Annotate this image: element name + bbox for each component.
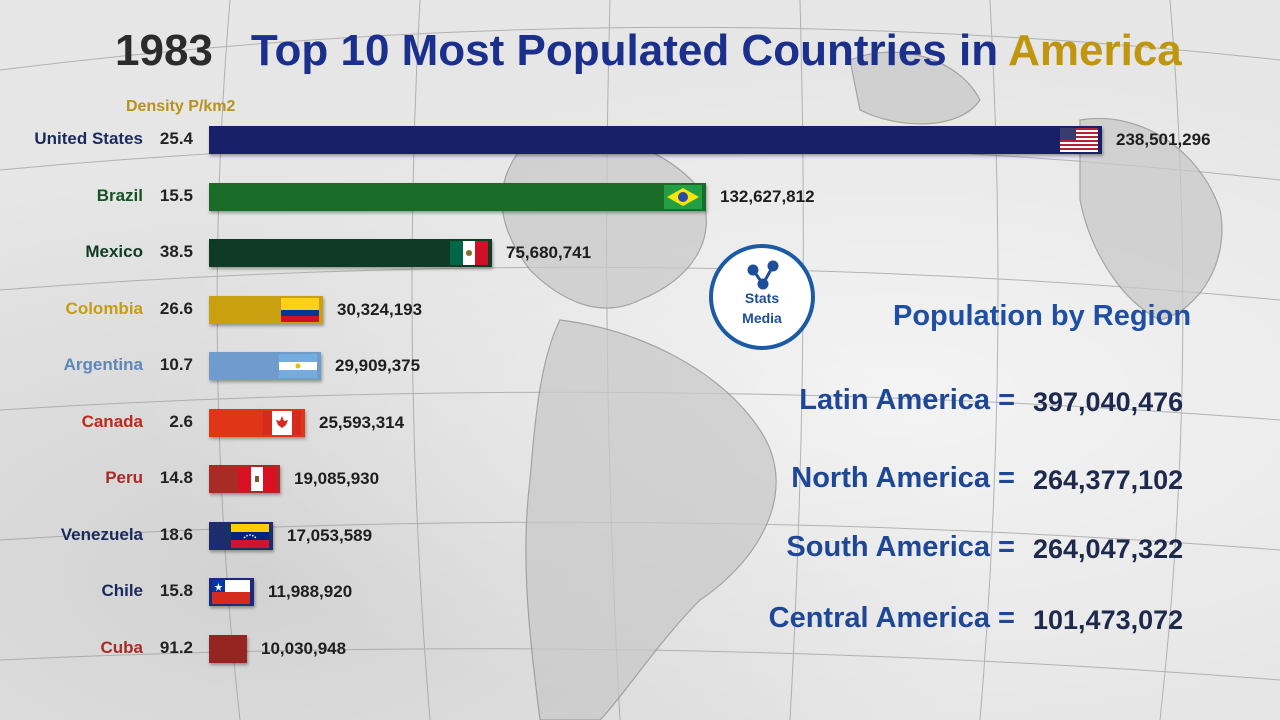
density-value-cuba: 91.2 [159,638,193,657]
country-label-colombia: Colombia [65,299,143,318]
population-value-argentina: 29,909,375 [335,356,421,375]
brazil-flag-icon [664,185,702,209]
venezuela-flag-icon [231,524,269,548]
region-value-south-america: 264,047,322 [1033,534,1184,564]
country-label-venezuela: Venezuela [60,525,143,544]
density-value-peru: 14.8 [159,468,193,487]
density-value-mexico: 38.5 [159,242,193,261]
bar-united-states [209,126,1102,154]
density-value-united-states: 25.4 [159,129,193,148]
region-value-central-america: 101,473,072 [1033,605,1184,635]
country-label-canada: Canada [81,412,143,431]
population-value-cuba: 10,030,948 [261,639,347,658]
title-text: Top 10 Most Populated Countries in [250,26,999,75]
logo-text-line1: Stats [744,290,780,306]
colombia-flag-icon [281,298,319,322]
region-label-south-america: South America = [786,531,1015,563]
bar-cuba [209,635,247,663]
density-value-chile: 15.8 [159,581,193,600]
population-value-united-states: 238,501,296 [1116,130,1211,149]
region-value-north-america: 264,377,102 [1033,465,1184,495]
canada-flag-icon [263,411,301,435]
peru-flag-icon [238,467,276,491]
year-label: 1983 [115,26,213,75]
population-value-chile: 11,988,920 [268,582,353,601]
stats-media-logo: Stats Media [709,244,815,350]
country-label-argentina: Argentina [63,355,143,374]
population-value-colombia: 30,324,193 [337,300,423,319]
country-label-peru: Peru [105,468,143,487]
density-value-colombia: 26.6 [159,299,193,318]
density-value-venezuela: 18.6 [159,525,193,544]
density-value-argentina: 10.7 [159,355,193,374]
bar-mexico [209,239,492,267]
country-label-mexico: Mexico [85,242,143,261]
chart-title: 1983 Top 10 Most Populated Countries in Am… [115,26,1182,76]
molecule-icon [747,260,779,290]
region-label-latin-america: Latin America = [799,384,1015,416]
region-label-central-america: Central America = [768,602,1015,634]
density-header: Density P/km2 [126,98,236,115]
chile-flag-icon [212,580,250,604]
usa-flag-icon [1060,128,1098,152]
population-value-canada: 25,593,314 [319,413,405,432]
country-label-cuba: Cuba [100,638,144,657]
density-value-brazil: 15.5 [159,186,193,205]
title-accent-text: America [1008,26,1182,75]
country-label-united-states: United States [34,129,143,148]
population-value-peru: 19,085,930 [294,469,380,488]
region-title: Population by Region [893,300,1192,332]
population-value-venezuela: 17,053,589 [287,526,373,545]
country-label-brazil: Brazil [96,186,143,205]
density-value-canada: 2.6 [169,412,193,431]
bar-brazil [209,183,706,211]
logo-text-line2: Media [742,310,782,326]
population-value-mexico: 75,680,741 [506,243,592,262]
argentina-flag-icon [279,354,317,378]
population-value-brazil: 132,627,812 [720,187,815,206]
mexico-flag-icon [450,241,488,265]
region-value-latin-america: 397,040,476 [1033,387,1184,417]
region-label-north-america: North America = [791,462,1015,494]
country-label-chile: Chile [101,581,143,600]
